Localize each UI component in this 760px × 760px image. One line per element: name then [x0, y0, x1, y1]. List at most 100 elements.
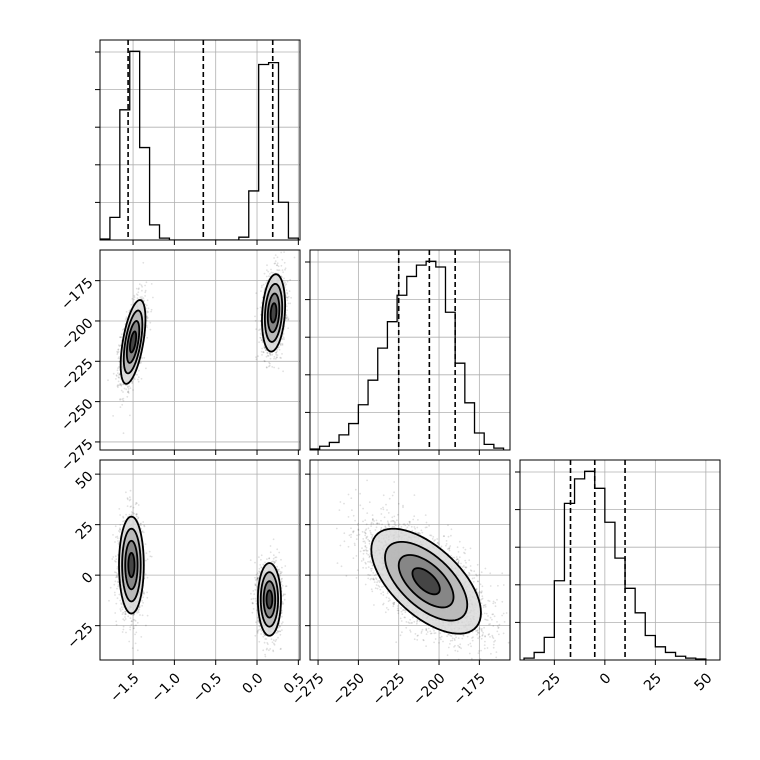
- scatter-point: [116, 353, 119, 355]
- scatter-point: [146, 596, 149, 599]
- scatter-point: [258, 640, 261, 643]
- scatter-point: [135, 513, 138, 516]
- scatter-point: [265, 366, 268, 369]
- scatter-point: [269, 354, 272, 357]
- scatter-point: [280, 580, 283, 583]
- scatter-point: [130, 303, 133, 306]
- scatter-point: [259, 628, 262, 630]
- scatter-point: [255, 328, 258, 330]
- scatter-point: [278, 346, 280, 348]
- scatter-point: [130, 620, 133, 623]
- scatter-point: [133, 294, 136, 297]
- scatter-point: [131, 382, 134, 384]
- scatter-point: [274, 357, 277, 360]
- scatter-point: [145, 304, 148, 307]
- scatter-point: [146, 310, 148, 313]
- scatter-point: [118, 344, 120, 347]
- scatter-point: [146, 311, 149, 314]
- scatter-point: [137, 517, 139, 520]
- scatter-point: [266, 354, 269, 357]
- scatter-point: [128, 513, 131, 516]
- scatter-point: [144, 284, 147, 287]
- scatter-point: [119, 527, 121, 530]
- scatter-point: [269, 357, 272, 360]
- scatter-point: [116, 535, 119, 538]
- scatter-point: [273, 366, 275, 369]
- scatter-point: [273, 562, 275, 565]
- scatter-point: [143, 593, 146, 595]
- scatter-point: [287, 327, 290, 330]
- scatter-point: [125, 316, 128, 318]
- scatter-point: [112, 372, 115, 375]
- scatter-point: [136, 621, 139, 624]
- scatter-point: [255, 292, 258, 294]
- scatter-point: [135, 287, 138, 290]
- scatter-point: [144, 291, 147, 294]
- scatter-point: [142, 601, 145, 604]
- scatter-point: [259, 306, 262, 309]
- scatter-point: [115, 558, 118, 561]
- scatter-point: [139, 614, 141, 616]
- scatter-point: [141, 289, 143, 292]
- scatter-point: [265, 366, 268, 368]
- scatter-point: [115, 374, 118, 376]
- scatter-point: [140, 527, 143, 530]
- scatter-point: [275, 351, 277, 354]
- scatter-point: [120, 336, 123, 339]
- scatter-point: [146, 591, 149, 594]
- scatter-point: [283, 261, 286, 264]
- scatter-point: [127, 615, 130, 618]
- scatter-point: [281, 344, 284, 346]
- scatter-point: [143, 525, 146, 528]
- scatter-point: [127, 391, 129, 393]
- scatter-point: [262, 283, 265, 286]
- scatter-point: [276, 262, 279, 265]
- scatter-point: [115, 574, 118, 577]
- scatter-point: [283, 282, 286, 285]
- scatter-point: [279, 344, 282, 347]
- scatter-point: [142, 297, 145, 299]
- scatter-point: [123, 387, 126, 390]
- scatter-point: [147, 311, 150, 313]
- scatter-point: [277, 265, 280, 268]
- scatter-point: [145, 324, 148, 327]
- scatter-point: [136, 612, 139, 614]
- scatter-point: [114, 560, 116, 562]
- scatter-point: [141, 296, 143, 298]
- scatter-point: [145, 316, 148, 318]
- scatter-point: [258, 341, 260, 344]
- scatter-point: [118, 356, 121, 358]
- scatter-point: [117, 540, 119, 542]
- scatter-point: [277, 269, 280, 272]
- scatter-point: [122, 391, 124, 393]
- scatter-point: [132, 506, 135, 509]
- scatter-point: [266, 279, 268, 282]
- scatter-point: [130, 620, 133, 623]
- scatter-point: [124, 618, 127, 620]
- scatter-point: [283, 338, 285, 341]
- scatter-point: [136, 294, 139, 296]
- scatter-point: [138, 287, 140, 290]
- scatter-point: [263, 272, 266, 275]
- scatter-point: [138, 608, 141, 611]
- scatter-point: [117, 350, 120, 353]
- scatter-point: [282, 333, 285, 335]
- scatter-point: [119, 398, 122, 400]
- scatter-point: [286, 299, 289, 302]
- scatter-point: [284, 267, 287, 270]
- scatter-point: [287, 295, 290, 298]
- scatter-point: [275, 559, 277, 562]
- scatter-point: [134, 633, 137, 636]
- scatter-point: [285, 314, 288, 316]
- scatter-point: [118, 366, 120, 368]
- scatter-point: [122, 520, 124, 523]
- scatter-point: [289, 302, 292, 305]
- scatter-point: [260, 339, 263, 342]
- scatter-point: [262, 351, 265, 354]
- scatter-point: [131, 298, 134, 300]
- scatter-point: [129, 387, 132, 389]
- panel-1-1: [310, 250, 510, 450]
- scatter-point: [131, 647, 134, 650]
- scatter-point: [254, 634, 257, 637]
